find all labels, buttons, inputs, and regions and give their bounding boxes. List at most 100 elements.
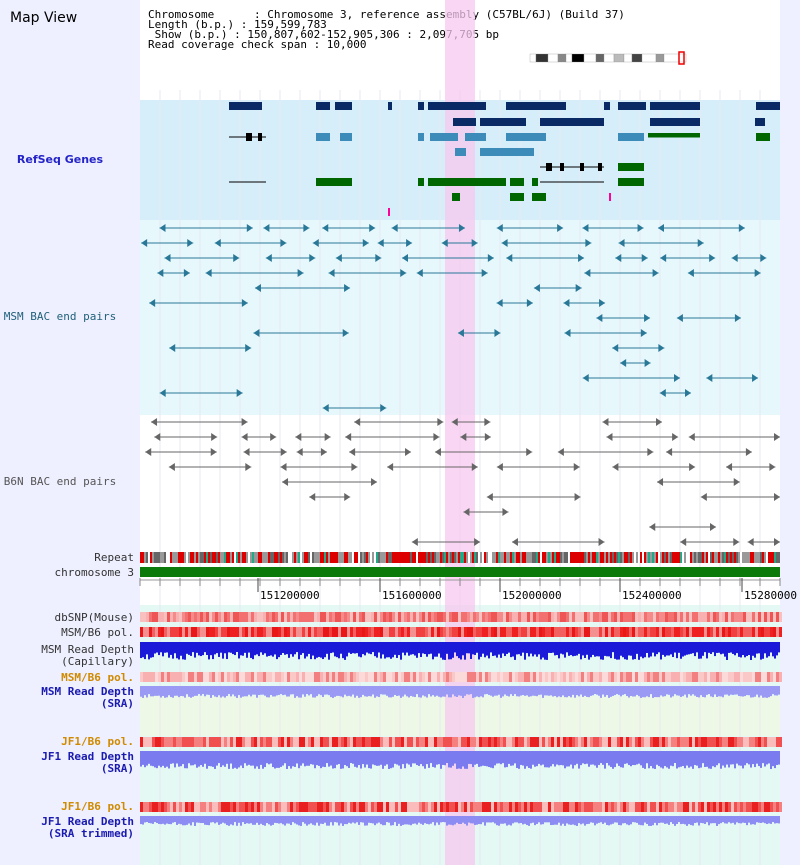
read-depth-bar <box>674 751 676 764</box>
read-depth-bar <box>578 686 580 697</box>
read-depth-bar <box>148 642 150 660</box>
snp-density-cell <box>737 672 740 682</box>
repeat-segment <box>150 552 152 563</box>
snp-density-cell <box>350 627 353 637</box>
repeat-segment <box>310 552 312 563</box>
ideogram-band <box>631 53 643 63</box>
snp-density-cell <box>188 612 191 622</box>
repeat-segment <box>160 552 162 563</box>
snp-density-cell <box>212 672 215 682</box>
snp-density-cell <box>680 627 683 637</box>
snp-density-cell <box>458 737 461 747</box>
snp-density-cell <box>185 737 188 747</box>
read-depth-bar <box>390 816 392 826</box>
read-depth-bar <box>264 686 266 696</box>
snp-density-cell <box>623 612 626 622</box>
read-depth-bar <box>598 642 600 657</box>
snp-density-cell <box>638 737 641 747</box>
read-depth-bar <box>444 751 446 766</box>
repeat-segment <box>654 552 656 563</box>
read-depth-bar <box>144 686 146 696</box>
read-depth-bar <box>240 686 242 698</box>
snp-density-cell <box>710 802 713 812</box>
snp-density-cell <box>548 737 551 747</box>
gene-exon <box>532 193 546 201</box>
gene-exon <box>316 133 330 141</box>
snp-density-cell <box>758 612 761 622</box>
refseq-genes-label[interactable]: RefSeq Genes <box>16 153 104 166</box>
read-depth-bar <box>510 751 512 766</box>
bac-end-marker <box>474 538 481 546</box>
snp-density-cell <box>218 672 221 682</box>
snp-density-cell <box>278 627 281 637</box>
read-depth-bar <box>376 642 378 658</box>
snp-density-cell <box>158 802 161 812</box>
snp-density-cell <box>731 802 734 812</box>
snp-density-cell <box>326 612 329 622</box>
read-depth-bar <box>440 816 442 823</box>
repeat-segment <box>246 552 248 563</box>
gene-exon <box>604 102 610 110</box>
read-depth-bar <box>704 686 706 698</box>
read-depth-bar <box>638 816 640 825</box>
read-depth-bar <box>598 686 600 696</box>
bac-end-marker <box>243 448 250 456</box>
repeat-segment <box>474 552 476 563</box>
snp-density-cell <box>293 612 296 622</box>
gene-exon <box>428 178 506 186</box>
repeat-segment <box>704 552 706 563</box>
read-depth-bar <box>570 642 572 656</box>
repeat-segment <box>546 552 548 563</box>
snp-density-cell <box>743 672 746 682</box>
read-depth-bar <box>612 642 614 653</box>
read-depth-bar <box>534 751 536 767</box>
read-depth-bar <box>772 642 774 657</box>
repeat-segment <box>294 552 296 563</box>
snp-density-cell <box>173 612 176 622</box>
repeat-segment <box>214 552 216 563</box>
read-depth-bar <box>366 816 368 826</box>
read-depth-bar <box>736 642 738 654</box>
snp-density-cell <box>467 612 470 622</box>
snp-density-cell <box>758 627 761 637</box>
read-depth-bar <box>290 751 292 769</box>
snp-density-cell <box>296 612 299 622</box>
read-depth-bar <box>670 642 672 655</box>
snp-density-cell <box>443 627 446 637</box>
read-depth-bar <box>338 816 340 826</box>
read-depth-bar <box>470 686 472 695</box>
read-depth-bar <box>462 686 464 698</box>
read-depth-bar <box>276 642 278 660</box>
read-depth-bar <box>518 686 520 697</box>
snp-density-cell <box>272 612 275 622</box>
read-depth-bar <box>420 751 422 765</box>
b6n-bac-label[interactable]: B6N BAC end pairs <box>3 475 117 488</box>
snp-density-cell <box>590 672 593 682</box>
read-depth-bar <box>568 686 570 697</box>
snp-density-cell <box>611 802 614 812</box>
read-depth-bar <box>618 642 620 660</box>
snp-density-cell <box>362 627 365 637</box>
read-depth-bar <box>364 686 366 697</box>
read-depth-bar <box>414 751 416 764</box>
read-depth-bar <box>448 642 450 660</box>
bac-end-marker <box>405 448 412 456</box>
snp-density-cell <box>755 627 758 637</box>
read-depth-bar <box>530 686 532 697</box>
snp-density-cell <box>485 737 488 747</box>
read-depth-bar <box>194 686 196 696</box>
msm-bac-label[interactable]: MSM BAC end pairs <box>3 310 117 323</box>
read-depth-bar <box>616 642 618 660</box>
snp-density-cell <box>452 672 455 682</box>
snp-density-cell <box>239 737 242 747</box>
snp-density-cell <box>689 737 692 747</box>
read-depth-bar <box>230 816 232 825</box>
read-depth-bar <box>566 751 568 767</box>
snp-density-cell <box>404 737 407 747</box>
snp-density-cell <box>491 672 494 682</box>
read-depth-bar <box>688 751 690 768</box>
snp-density-cell <box>578 802 581 812</box>
snp-density-cell <box>587 612 590 622</box>
snp-density-cell <box>581 672 584 682</box>
